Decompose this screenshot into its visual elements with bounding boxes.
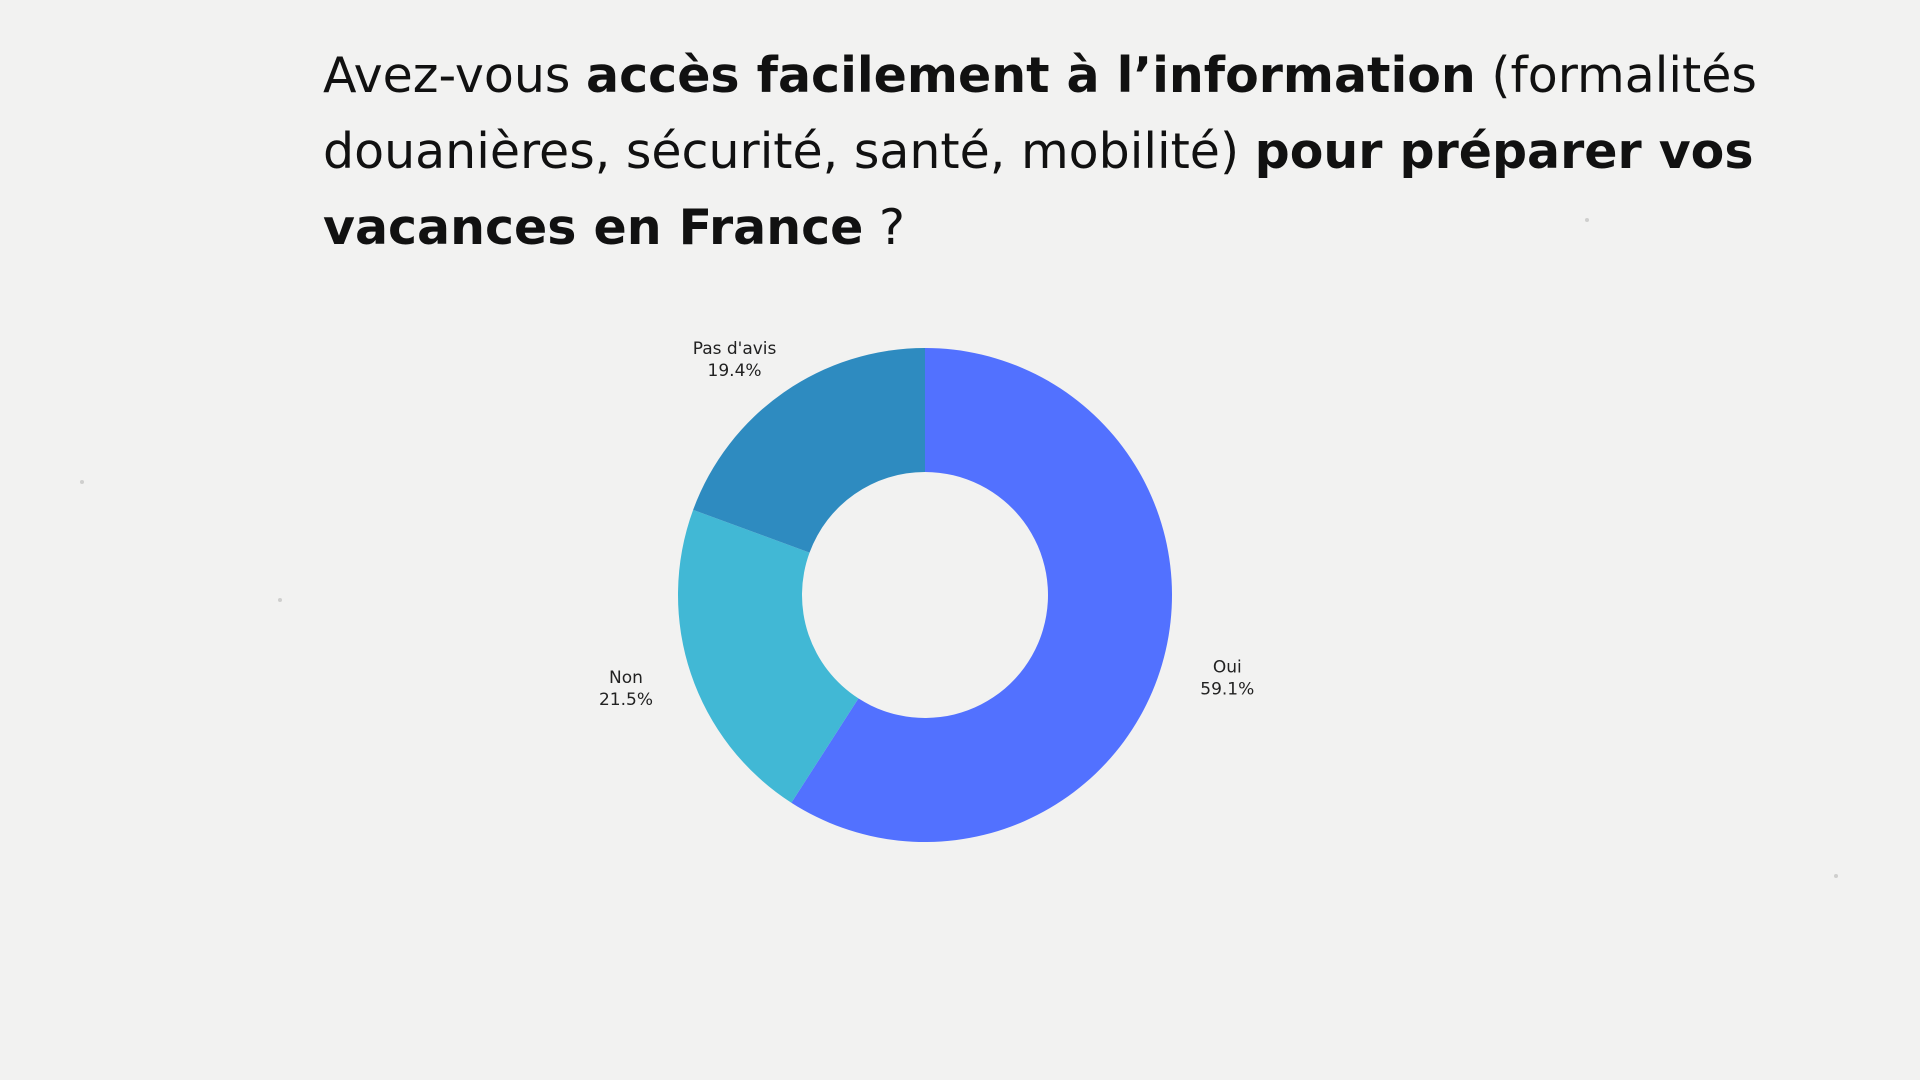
slice-label: Pas d'avis 19.4% [693,339,777,381]
slice-pas-d-avis [693,348,925,553]
title-segment: pour préparer vos vacances en France [323,123,1754,256]
background-speck [1585,218,1589,222]
background-speck [80,480,84,484]
slice-label-name: Oui [1213,657,1242,677]
slice-label-name: Pas d'avis [693,339,777,359]
slice-label-value: 59.1% [1200,679,1254,699]
chart-slices [678,347,1173,843]
slice-label-value: 19.4% [708,361,762,381]
slice-non [678,509,859,803]
page-title: Avez-vous accès facilement à l’informati… [323,38,1783,266]
title-segment: (formalités douanières, sécurité, santé,… [323,47,1757,180]
title-segment: accès facilement à l’information [586,47,1476,104]
slice-label: Oui 59.1% [1200,657,1254,699]
title-segment: ? [863,199,906,256]
slice-label-name: Non [609,668,643,688]
slice-label: Non 21.5% [599,668,653,710]
slice-oui [791,347,1173,843]
background-speck [1834,874,1838,878]
slice-label-value: 21.5% [599,690,653,710]
background-speck [278,598,282,602]
title-segment: Avez-vous [323,47,587,104]
chart-labels: Oui 59.1% Non 21.5% Pas d'avis 19.4% [599,339,1254,710]
